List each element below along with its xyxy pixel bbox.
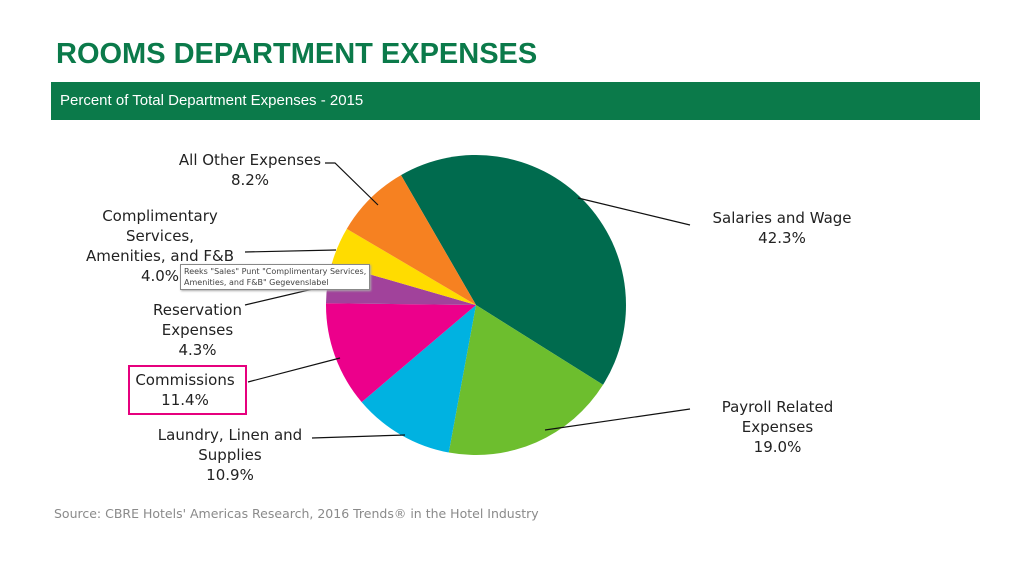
data-label-name: Reservation Expenses — [153, 301, 242, 339]
data-label-value: 42.3% — [758, 229, 806, 247]
leader-line-6 — [325, 162, 379, 206]
data-label[interactable]: Complimentary Services, Amenities, and F… — [70, 206, 250, 286]
data-label-value: 4.3% — [178, 341, 217, 359]
page-title: ROOMS DEPARTMENT EXPENSES — [56, 38, 538, 70]
data-label-name: Complimentary Services, Amenities, and F… — [85, 207, 234, 265]
pie-slice-5[interactable] — [331, 228, 476, 305]
data-label-name: Payroll Related Expenses — [721, 398, 834, 436]
data-label-name: All Other Expenses — [178, 151, 322, 169]
data-label[interactable]: Reservation Expenses 4.3% — [140, 300, 255, 360]
pie-slice-6[interactable] — [346, 175, 476, 305]
selected-label-box[interactable] — [128, 365, 247, 415]
data-label-value: 8.2% — [230, 171, 270, 189]
data-label-value: 19.0% — [753, 438, 802, 456]
pie-slice-2[interactable] — [361, 305, 476, 453]
source-note: Source: CBRE Hotels' Americas Research, … — [54, 506, 539, 521]
leader-line-0 — [577, 197, 691, 226]
pie-slice-3[interactable] — [325, 303, 476, 403]
data-label-name: Commissions — [135, 371, 235, 389]
data-label[interactable]: Payroll Related Expenses 19.0% — [690, 397, 865, 457]
data-label-value: 10.9% — [206, 466, 254, 484]
data-label-name: Salaries and Wage — [712, 209, 852, 227]
leader-line-5 — [244, 249, 337, 253]
chart-subtitle-bar: Percent of Total Department Expenses - 2… — [51, 82, 980, 120]
pie-slice-1[interactable] — [448, 305, 604, 455]
data-label[interactable]: Commissions 11.4% — [130, 370, 240, 410]
data-label-value: 11.4% — [161, 391, 209, 409]
data-label[interactable]: All Other Expenses 8.2% — [160, 150, 340, 190]
tooltip: Reeks "Sales" Punt "Complimentary Servic… — [180, 264, 371, 290]
data-label[interactable]: Laundry, Linen and Supplies 10.9% — [140, 425, 320, 485]
data-label[interactable]: Salaries and Wage 42.3% — [697, 208, 867, 248]
leader-line-2 — [311, 434, 406, 439]
data-label-value: 4.0% — [140, 267, 180, 285]
pie-slice-0[interactable] — [401, 155, 626, 385]
leader-line-1 — [544, 408, 691, 431]
leader-line-3 — [247, 357, 341, 383]
data-label-name: Laundry, Linen and Supplies — [157, 426, 303, 464]
